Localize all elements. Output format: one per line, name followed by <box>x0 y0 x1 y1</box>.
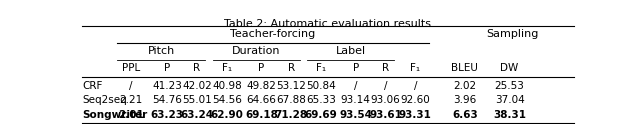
Text: 69.69: 69.69 <box>305 110 337 120</box>
Text: CRF: CRF <box>83 80 103 91</box>
Text: 65.33: 65.33 <box>306 95 336 105</box>
Text: /: / <box>354 80 358 91</box>
Text: /: / <box>413 80 417 91</box>
Text: Teacher-forcing: Teacher-forcing <box>230 29 316 39</box>
Text: F₁: F₁ <box>316 63 326 73</box>
Text: R: R <box>288 63 295 73</box>
Text: /: / <box>384 80 387 91</box>
Text: 54.76: 54.76 <box>152 95 182 105</box>
Text: 71.28: 71.28 <box>275 110 308 120</box>
Text: F₁: F₁ <box>410 63 420 73</box>
Text: PPL: PPL <box>122 63 140 73</box>
Text: 93.31: 93.31 <box>399 110 432 120</box>
Text: 67.88: 67.88 <box>276 95 306 105</box>
Text: 3.96: 3.96 <box>453 95 477 105</box>
Text: 25.53: 25.53 <box>495 80 524 91</box>
Text: 42.02: 42.02 <box>182 80 212 91</box>
Text: 53.12: 53.12 <box>276 80 306 91</box>
Text: 93.54: 93.54 <box>339 110 372 120</box>
Text: Duration: Duration <box>232 46 280 56</box>
Text: /: / <box>129 80 133 91</box>
Text: P: P <box>353 63 359 73</box>
Text: BLEU: BLEU <box>451 63 478 73</box>
Text: 37.04: 37.04 <box>495 95 524 105</box>
Text: Label: Label <box>335 46 365 56</box>
Text: 92.60: 92.60 <box>401 95 430 105</box>
Text: Seq2seq: Seq2seq <box>83 95 127 105</box>
Text: R: R <box>382 63 389 73</box>
Text: F₁: F₁ <box>221 63 232 73</box>
Text: 41.23: 41.23 <box>152 80 182 91</box>
Text: 38.31: 38.31 <box>493 110 526 120</box>
Text: Songwriter: Songwriter <box>83 110 148 120</box>
Text: 63.23: 63.23 <box>151 110 184 120</box>
Text: Table 2: Automatic evaluation results: Table 2: Automatic evaluation results <box>225 19 431 29</box>
Text: 55.01: 55.01 <box>182 95 212 105</box>
Text: 2.01: 2.01 <box>118 110 144 120</box>
Text: 93.06: 93.06 <box>371 95 401 105</box>
Text: R: R <box>193 63 200 73</box>
Text: 50.84: 50.84 <box>306 80 336 91</box>
Text: 49.82: 49.82 <box>246 80 276 91</box>
Text: 40.98: 40.98 <box>212 80 242 91</box>
Text: 2.21: 2.21 <box>120 95 143 105</box>
Text: DW: DW <box>500 63 518 73</box>
Text: 62.90: 62.90 <box>211 110 243 120</box>
Text: P: P <box>164 63 170 73</box>
Text: 2.02: 2.02 <box>453 80 476 91</box>
Text: 93.14: 93.14 <box>341 95 371 105</box>
Text: 64.66: 64.66 <box>246 95 276 105</box>
Text: P: P <box>259 63 265 73</box>
Text: Pitch: Pitch <box>148 46 175 56</box>
Text: 93.61: 93.61 <box>369 110 402 120</box>
Text: 63.24: 63.24 <box>180 110 214 120</box>
Text: 54.56: 54.56 <box>212 95 242 105</box>
Text: Sampling: Sampling <box>486 29 538 39</box>
Text: 6.63: 6.63 <box>452 110 478 120</box>
Text: 69.18: 69.18 <box>245 110 278 120</box>
